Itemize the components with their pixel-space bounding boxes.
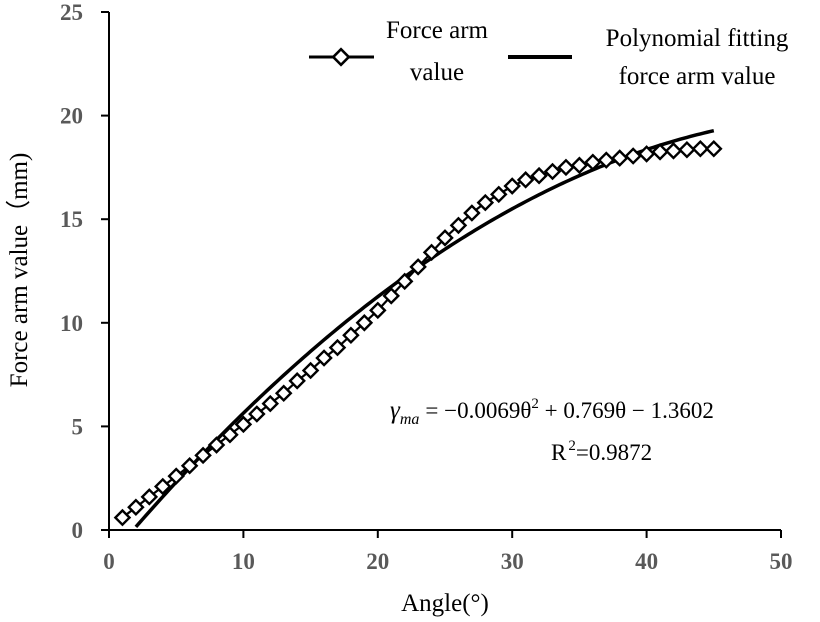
fit-equation-exponent: 2 — [531, 396, 539, 412]
data-point-marker — [234, 415, 253, 434]
y-tick-label: 5 — [72, 414, 84, 439]
x-tick-label: 30 — [501, 549, 524, 574]
data-point-marker — [705, 139, 723, 158]
fit-equation: γma = −0.0069θ2 + 0.769θ − 1.3602 — [390, 396, 714, 428]
data-point-marker — [274, 384, 293, 403]
data-point-marker — [651, 143, 669, 161]
data-point-marker — [409, 258, 427, 276]
y-tick-label: 15 — [60, 207, 83, 232]
r-squared: R 2=0.9872 — [551, 438, 652, 465]
data-point-marker — [557, 158, 575, 177]
legend-label-fit-line1: Polynomial fitting — [606, 25, 789, 52]
legend-label-fit-line2: force arm value — [619, 63, 776, 90]
fit-equation-tail: + 0.769θ − 1.3602 — [539, 398, 714, 423]
r-squared-exponent: 2 — [568, 438, 576, 454]
x-tick-label: 0 — [103, 549, 115, 574]
x-tick-label: 10 — [232, 549, 255, 574]
data-point-marker — [194, 446, 212, 465]
data-point-marker — [395, 272, 414, 291]
data-point-marker — [476, 193, 495, 212]
data-point-marker — [113, 508, 132, 527]
data-point-marker — [167, 467, 185, 485]
data-point-marker — [516, 171, 535, 189]
legend-label-measured-line1: Force arm — [386, 17, 489, 44]
data-point-marker — [436, 229, 454, 247]
y-tick-label: 10 — [60, 311, 83, 336]
tick-layer: 0 10 20 30 40 50 0 5 10 15 20 25 — [60, 0, 793, 574]
data-point-marker — [624, 147, 642, 165]
data-point-marker — [584, 153, 602, 171]
data-point-marker — [261, 394, 280, 413]
r-squared-label: R — [551, 440, 567, 465]
x-axis-title: Angle(°) — [401, 590, 489, 617]
axes — [101, 11, 782, 538]
series-layer — [113, 128, 723, 529]
data-point-marker — [449, 216, 468, 235]
x-tick-label: 20 — [366, 549, 389, 574]
data-point-marker — [301, 361, 320, 380]
data-point-marker — [422, 243, 441, 262]
fit-equation-subscript: ma — [400, 411, 420, 428]
legend: Force arm value Polynomial fitting force… — [309, 17, 789, 90]
data-point-marker — [140, 488, 159, 506]
data-point-marker — [637, 145, 656, 163]
data-point-marker — [570, 156, 589, 175]
y-axis-title: Force arm value（mm) — [5, 153, 33, 388]
legend-symbol-diamond — [331, 47, 351, 67]
fit-curve — [134, 128, 715, 529]
data-point-marker — [127, 498, 145, 516]
data-point-marker — [382, 287, 401, 305]
data-point-marker — [463, 204, 481, 222]
data-point-marker — [691, 139, 710, 158]
data-point-marker — [664, 142, 683, 160]
data-point-marker — [221, 425, 239, 444]
fit-equation-body: = −0.0069θ — [425, 398, 531, 423]
data-point-marker — [489, 185, 508, 204]
data-point-marker — [153, 477, 172, 496]
data-point-marker — [503, 177, 521, 195]
data-point-marker — [530, 166, 548, 185]
data-point-marker — [328, 338, 347, 357]
data-point-marker — [315, 349, 333, 367]
y-tick-label: 20 — [60, 104, 83, 129]
data-point-marker — [180, 457, 199, 475]
data-point-marker — [207, 436, 226, 454]
x-tick-label: 50 — [770, 549, 793, 574]
data-point-marker — [342, 326, 360, 344]
data-point-marker — [543, 162, 562, 181]
data-point-marker — [355, 314, 374, 332]
fit-equation-gamma: γ — [390, 397, 401, 424]
data-point-marker — [597, 151, 616, 169]
r-squared-value: =0.9872 — [576, 440, 652, 465]
legend-label-measured-line2: value — [410, 59, 464, 86]
y-tick-label: 25 — [60, 0, 83, 25]
data-point-marker — [678, 141, 696, 159]
y-tick-label: 0 — [72, 518, 84, 543]
x-tick-label: 40 — [635, 549, 658, 574]
data-point-marker — [369, 301, 387, 320]
data-point-marker — [288, 372, 306, 390]
data-point-marker — [610, 149, 629, 167]
data-point-marker — [248, 405, 266, 423]
